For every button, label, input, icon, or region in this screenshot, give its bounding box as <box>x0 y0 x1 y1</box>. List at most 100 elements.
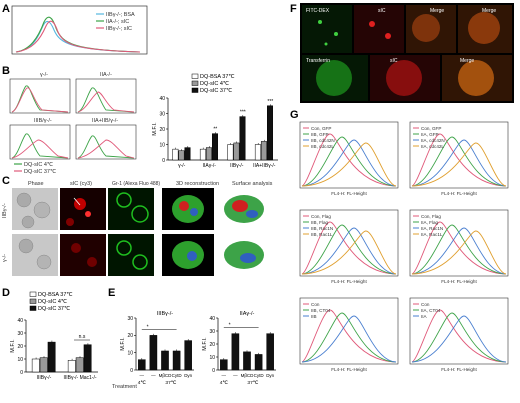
treatment-tick-label: — <box>233 373 238 378</box>
x-tick-label: γ-/- <box>178 163 186 169</box>
hist-curve <box>301 139 397 187</box>
hist-curve <box>411 139 507 187</box>
panel-a-label: A <box>2 3 10 15</box>
treatment-tick-label: — <box>222 373 227 378</box>
y-tick-label: 40 <box>209 316 215 322</box>
hist-curve <box>411 309 507 363</box>
treatment-label: Treatment <box>112 384 137 390</box>
treatment-tick-label: Dyn <box>266 373 274 378</box>
bar <box>205 147 212 161</box>
x-tick-label: IIIBγ-/- Mac1-/- <box>63 375 96 381</box>
temp-label: 37℃ <box>165 380 176 386</box>
cell <box>18 238 34 254</box>
hist-curve <box>411 221 507 275</box>
hist-curve <box>411 136 507 187</box>
y-tick-label: 20 <box>127 333 133 339</box>
legend-label: Con <box>311 302 320 307</box>
nucleus-surface <box>240 253 256 263</box>
cell <box>21 215 35 229</box>
y-axis-label: M.F.I. <box>10 339 16 353</box>
micrograph-gr1-2 <box>108 234 154 276</box>
y-tick-label: 30 <box>17 331 23 337</box>
cell <box>316 60 352 96</box>
x-axis-label: FL4-H: FL-Height <box>441 279 477 284</box>
hist-frame <box>299 209 399 277</box>
treatment-tick-label: CytD <box>254 373 265 378</box>
fluorescent-spot <box>66 218 74 226</box>
y-tick-label: 20 <box>17 344 23 350</box>
y-tick-label: 10 <box>159 142 165 148</box>
cell <box>36 254 52 270</box>
hist-curve <box>301 133 397 187</box>
arrow-icon <box>73 197 81 206</box>
significance-label: ** <box>213 127 217 133</box>
panel-b: B γ-/- IIA-/- IIIB/γ-/- IIA+IIB/γ-/- D <box>2 65 278 175</box>
y-tick-label: 20 <box>209 342 215 348</box>
panel-b-hist-2: IIA-/- <box>75 72 137 114</box>
dot <box>318 20 322 24</box>
label-fitc-dex: FITC-DEX <box>306 8 330 14</box>
legend-label: IIA <box>421 314 428 319</box>
fluorescent-spot <box>85 211 91 217</box>
nucleus-surface <box>246 210 258 218</box>
y-tick-label: 40 <box>17 318 23 324</box>
y-tick-label: 20 <box>159 127 165 133</box>
y-tick-label: 10 <box>17 357 23 363</box>
temp-label: 37℃ <box>247 380 258 386</box>
x-tick-label: IIAγ-/- <box>203 163 217 169</box>
treatment-tick-label: CytD <box>172 373 183 378</box>
bar <box>243 351 251 371</box>
bar <box>161 350 169 371</box>
y-axis-label: M.F.I. <box>120 337 126 351</box>
row-label-gamma: γ-/- <box>2 254 8 262</box>
bar <box>67 360 76 373</box>
label-sic-bottom: sIC <box>390 58 398 64</box>
legend-label: DQ-BSA 37℃ <box>200 74 235 80</box>
micrograph-sic-2 <box>60 234 106 276</box>
hist-curve <box>301 315 397 363</box>
hist-frame <box>75 78 137 114</box>
legend-swatch <box>29 305 37 311</box>
micrograph-sic-top-1 <box>354 5 404 53</box>
y-tick-label: 0 <box>130 368 133 374</box>
panel-b-bar-chart: DQ-BSA 37℃DQ-sIC 4℃DQ-sIC 37℃ 0 10 20 30 40 M.… <box>152 73 278 169</box>
label-transferrin: Transferrin <box>306 58 330 64</box>
cell <box>16 192 32 208</box>
legend-label: IIB, Flag <box>311 220 329 225</box>
hist-curve <box>411 227 507 275</box>
legend-label: IIB, Rac1N <box>311 226 333 231</box>
hist-curve <box>301 227 397 275</box>
cell <box>458 60 494 96</box>
x-axis-label: FL4-H: FL-Height <box>331 191 367 196</box>
hist-curve-4c <box>77 135 135 159</box>
sic-3d <box>179 201 189 211</box>
legend-label: IIB, GFP <box>311 132 329 137</box>
panel-b-hist-3: IIIB/γ-/- <box>9 118 71 160</box>
legend-label: IIA, Flag <box>421 220 439 225</box>
hist-frame <box>409 209 509 277</box>
cell-outline <box>132 254 148 270</box>
legend-swatch <box>191 73 199 79</box>
treatment-tick-label: MβCD <box>159 373 173 378</box>
col-title-gr1: Gr-1 (Alexa Fluo 488) <box>112 181 160 187</box>
legend-label: IIA, cdc42L <box>421 144 444 149</box>
treatment-tick-label: — <box>140 373 145 378</box>
y-tick-label: 0 <box>212 368 215 374</box>
legend-label: DQ-sIC 37℃ <box>38 306 71 312</box>
x-axis-label: FL4-H: FL-Height <box>441 367 477 372</box>
bar <box>220 359 228 371</box>
y-axis-label: M.F.I. <box>202 337 208 351</box>
bar <box>31 358 40 373</box>
legend-label: DQ-BSA 37℃ <box>38 292 73 298</box>
y-tick-label: 10 <box>127 350 133 356</box>
sic-surface <box>232 200 248 212</box>
bar <box>239 116 246 161</box>
panel-f: F FITC-DEX sIC Merge Merge Transferrin s… <box>290 3 514 103</box>
x-tick-label: IIIBγ-/- <box>37 375 52 381</box>
nucleus-3d <box>190 208 198 216</box>
bar <box>266 333 274 371</box>
hist-curve-37c <box>11 139 69 159</box>
fluorescent-spot <box>71 243 81 253</box>
